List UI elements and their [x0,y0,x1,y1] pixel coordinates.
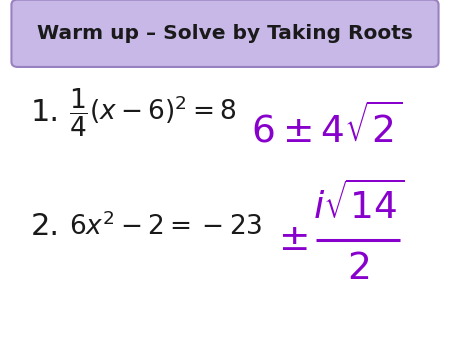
Text: $\dfrac{1}{4}(x-6)^2 = 8$: $\dfrac{1}{4}(x-6)^2 = 8$ [68,86,236,139]
Text: 2.: 2. [31,212,59,241]
Text: $6 \pm 4\sqrt{2}$: $6 \pm 4\sqrt{2}$ [251,104,402,151]
Text: $i\sqrt{14}$: $i\sqrt{14}$ [313,183,404,227]
Text: 1.: 1. [31,98,59,127]
Text: Warm up – Solve by Taking Roots: Warm up – Solve by Taking Roots [37,24,413,43]
Text: $2$: $2$ [347,251,369,287]
FancyBboxPatch shape [11,0,439,67]
Text: $6x^2 - 2 = -23$: $6x^2 - 2 = -23$ [68,213,262,241]
Text: $\pm$: $\pm$ [278,222,307,258]
